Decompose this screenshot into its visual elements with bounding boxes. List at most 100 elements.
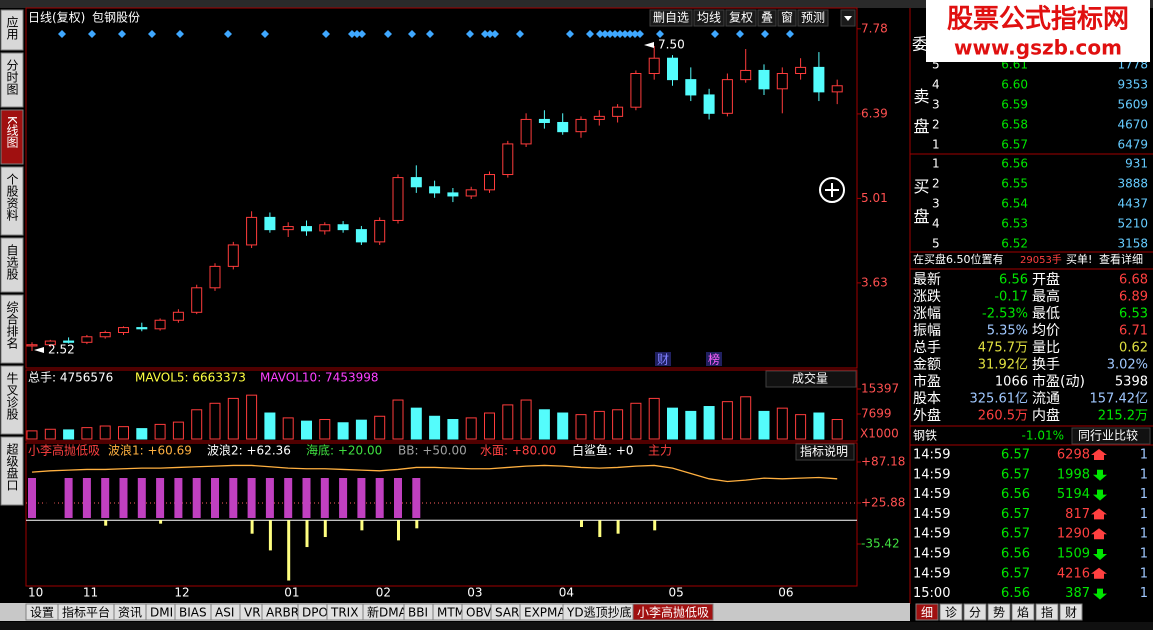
indicator-button-label[interactable]: 指标说明 <box>800 444 848 459</box>
right-tab-label[interactable]: 焰 <box>1017 605 1029 620</box>
right-tab-label[interactable]: 诊 <box>945 606 957 620</box>
volume-bar <box>246 394 258 440</box>
bottom-tab-label[interactable]: MTM <box>437 606 465 620</box>
right-tab[interactable] <box>1059 603 1083 621</box>
book-price: 6.59 <box>1001 98 1028 112</box>
indicator-line <box>31 464 838 483</box>
right-tab-label[interactable]: 分 <box>969 606 981 620</box>
volume-bar <box>557 412 569 440</box>
bottom-tab-label[interactable]: 指标平台 <box>62 605 110 620</box>
bottom-tab-label[interactable]: ASI <box>215 606 234 620</box>
chart-button-label[interactable]: 预测 <box>801 11 825 25</box>
volume-bar <box>685 410 697 440</box>
bottom-tab-label[interactable]: 设置 <box>30 606 54 620</box>
volume-bar <box>648 397 660 440</box>
sidebar-tab[interactable] <box>0 294 24 364</box>
volume-selector-label[interactable]: 成交量 <box>792 371 828 386</box>
indicator-bar <box>104 520 108 526</box>
quote-label: 外盘 <box>913 407 941 424</box>
bottom-tab-label[interactable]: DMI <box>150 606 173 620</box>
chart-button-label[interactable]: 删自选 <box>653 11 689 25</box>
signal-diamond <box>626 30 634 38</box>
book-volume: 6479 <box>1117 138 1148 152</box>
trade-time: 14:59 <box>913 467 950 482</box>
right-tab[interactable] <box>1035 603 1059 621</box>
volume-unit: X1000 <box>860 427 899 441</box>
chart-button[interactable] <box>649 9 693 27</box>
bottom-tab-label[interactable]: YD逃顶抄底 <box>566 605 632 620</box>
chart-button-label[interactable]: 窗 <box>781 11 793 25</box>
sidebar-tab[interactable] <box>0 166 24 236</box>
bottom-tab-label[interactable]: TRIX <box>330 606 358 620</box>
bottom-tab-label[interactable]: DPO <box>302 606 328 620</box>
bottom-tab-label[interactable]: EXPMA <box>524 606 566 620</box>
right-tab-label[interactable]: 财 <box>1065 606 1077 620</box>
zone-bar <box>320 478 329 518</box>
bottom-tab-label[interactable]: 小李高抛低吸 <box>637 605 709 620</box>
sidebar-tab[interactable] <box>0 9 24 51</box>
volume-bar <box>502 404 514 440</box>
trade-time: 14:59 <box>913 566 950 581</box>
candle-body <box>282 226 294 231</box>
sidebar-tab[interactable] <box>0 365 24 435</box>
right-tab-label[interactable]: 细 <box>921 606 933 620</box>
right-tab[interactable] <box>987 603 1011 621</box>
right-tab[interactable] <box>963 603 987 621</box>
chart-button-label[interactable]: 叠 <box>761 11 773 25</box>
bottom-tab-label[interactable]: ARBR <box>266 606 299 620</box>
sidebar-tab[interactable] <box>0 109 24 165</box>
right-tab-label[interactable]: 指 <box>1041 605 1053 620</box>
right-tab[interactable] <box>939 603 963 621</box>
sidebar-tab[interactable] <box>0 436 24 506</box>
candle-body <box>575 118 587 133</box>
right-tab[interactable] <box>1011 603 1035 621</box>
quote-label: 量比 <box>1032 340 1060 356</box>
bottom-tab-label[interactable]: BIAS <box>179 606 207 620</box>
bottom-tab-label[interactable]: VR <box>244 606 261 620</box>
bottom-tab-label[interactable]: SAR <box>495 606 519 620</box>
chart-button[interactable] <box>777 9 797 27</box>
candle-body <box>502 143 514 176</box>
signal-diamond <box>786 30 794 38</box>
chart-button[interactable] <box>797 9 829 27</box>
right-tab-label[interactable]: 势 <box>993 606 1005 620</box>
trade-count: 1 <box>1140 527 1148 542</box>
candle-body <box>227 244 239 267</box>
indicator-label: 水面: +80.00 <box>480 444 556 458</box>
signal-diamond <box>148 30 156 38</box>
indicator-button[interactable] <box>795 443 855 461</box>
sidebar-tab[interactable] <box>0 52 24 108</box>
chart-button[interactable] <box>757 9 777 27</box>
chart-button-label[interactable]: 复权 <box>729 11 753 25</box>
trade-volume: 5194 <box>1057 487 1090 502</box>
signal-diamond <box>224 30 232 38</box>
sidebar-label: K线图 <box>5 116 19 148</box>
menu-bar <box>0 0 1153 8</box>
trade-time: 14:59 <box>913 507 950 522</box>
zone-bar <box>357 478 366 518</box>
volume-bar <box>795 414 807 440</box>
industry-button[interactable] <box>1071 427 1151 445</box>
indicator-label: 波浪1: +60.69 <box>108 443 192 458</box>
y-tick-label: 7699 <box>861 406 892 420</box>
bottom-tab-label[interactable]: BBI <box>408 606 428 620</box>
book-level: 5 <box>932 58 940 72</box>
bottom-tab[interactable] <box>632 603 714 621</box>
crosshair-icon[interactable] <box>819 177 845 203</box>
bottom-tab-label[interactable]: 新DMA <box>367 605 408 620</box>
sidebar-tab[interactable] <box>0 237 24 293</box>
book-note[interactable]: 查看详细 <box>1099 252 1143 266</box>
volume-selector[interactable] <box>765 370 857 388</box>
bottom-tab-label[interactable]: OBV <box>466 606 492 620</box>
crosshair-plus <box>825 183 839 197</box>
chart-button-label[interactable]: 均线 <box>697 11 721 25</box>
quote-value: 6.56 <box>999 273 1028 288</box>
right-tab[interactable] <box>915 603 939 621</box>
chart-button[interactable] <box>725 9 757 27</box>
bottom-tab-label[interactable]: 资讯 <box>118 606 142 620</box>
x-tick-label: 02 <box>376 586 391 600</box>
chart-button[interactable] <box>693 9 725 27</box>
quote-value: 1066 <box>995 375 1028 390</box>
industry-button-label[interactable]: 同行业比较 <box>1078 428 1138 443</box>
